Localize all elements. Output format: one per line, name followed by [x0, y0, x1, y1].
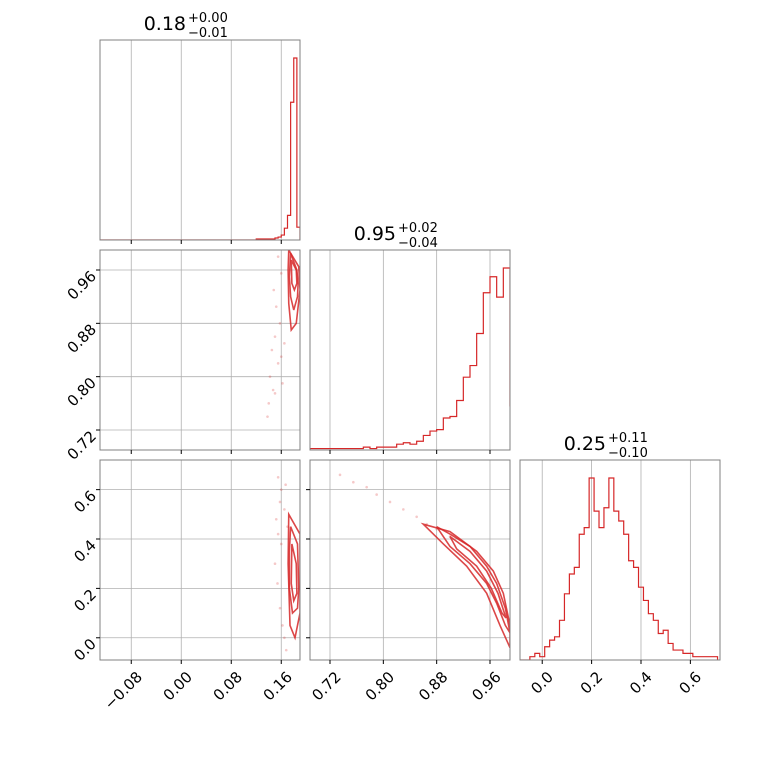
x-tick-label: 0.2	[577, 668, 607, 698]
y-tick-label: 0.6	[70, 487, 100, 517]
panel-diag-1: 0.95 +0.02−0.04	[309, 221, 511, 454]
y-tick-label: 0.4	[70, 536, 100, 566]
y-tick-label: 0.72	[64, 427, 100, 463]
contour-line	[436, 525, 510, 634]
scatter-point	[375, 493, 378, 496]
scatter-point	[283, 342, 286, 345]
panel-title-value: 0.18	[144, 13, 186, 35]
plot-area	[100, 57, 300, 240]
panel-title-plus: +0.00	[188, 11, 228, 26]
y-tick-label: 0.88	[64, 321, 100, 357]
panel-frame	[519, 459, 721, 661]
scatter-point	[279, 542, 283, 546]
panel-title-value: 0.25	[564, 433, 606, 455]
panel-q-2-0: −0.08 0.00 0.08 0.16 0.0 0.2 0.4 0.6	[70, 459, 301, 713]
x-tick-label: 0.88	[415, 668, 451, 704]
scatter-point	[278, 322, 282, 325]
scatter-point	[415, 515, 418, 519]
scatter-point	[352, 480, 355, 484]
scatter-point	[276, 362, 280, 365]
scatter-point	[279, 488, 283, 491]
scatter-point	[276, 255, 280, 258]
x-tick-label: 0.72	[308, 668, 344, 704]
scatter-point	[281, 624, 284, 627]
scatter-point	[268, 375, 272, 378]
x-tick-label: 0.80	[362, 668, 398, 704]
scatter-point	[283, 636, 286, 640]
scatter-point	[266, 415, 269, 418]
scatter-point	[267, 402, 271, 405]
x-tick-label: 0.4	[626, 668, 656, 698]
contour-line	[287, 511, 300, 641]
panel-diag-0: 0.18 +0.00−0.01	[99, 11, 301, 244]
plot-area	[338, 473, 510, 648]
contour-line	[449, 535, 507, 619]
histogram-line	[310, 267, 510, 450]
scatter-point	[271, 388, 275, 392]
panel-frame	[309, 249, 511, 451]
scatter-point	[365, 485, 368, 489]
scatter-point	[279, 272, 283, 275]
x-tick-label: 0.16	[260, 668, 296, 704]
contour-line	[420, 522, 510, 648]
panel-title-plus: +0.02	[398, 221, 438, 236]
scatter-point	[338, 473, 342, 477]
scatter-point	[388, 500, 392, 504]
scatter-point	[274, 305, 278, 308]
scatter-point	[281, 382, 284, 385]
x-tick-label: 0.08	[210, 668, 246, 704]
scatter-point	[273, 392, 277, 395]
panel-title-minus: −0.01	[188, 26, 228, 41]
scatter-point	[276, 582, 279, 585]
scatter-point	[273, 335, 277, 338]
x-tick-label: 0.00	[160, 668, 196, 704]
scatter-point	[283, 508, 286, 511]
contour-line	[288, 526, 300, 615]
scatter-point	[276, 475, 280, 479]
x-tick-label: −0.08	[101, 668, 146, 713]
panel-title-plus: +0.11	[608, 431, 648, 446]
x-tick-label: 0.0	[527, 668, 557, 698]
panel-frame	[99, 459, 301, 661]
scatter-point	[284, 483, 287, 486]
scatter-point	[270, 348, 274, 352]
panel-diag-2: 0.25 +0.11−0.10 0.0 0.2 0.4 0.6	[519, 431, 721, 698]
histogram-line	[529, 477, 719, 660]
y-tick-label: 0.2	[70, 586, 100, 616]
panel-frame	[99, 39, 301, 241]
scatter-point	[272, 288, 276, 292]
plot-area	[273, 475, 300, 652]
y-tick-label: 0.80	[64, 374, 100, 410]
scatter-point	[402, 508, 405, 511]
plot-area	[266, 250, 300, 418]
scatter-point	[278, 606, 282, 610]
scatter-point	[273, 562, 277, 566]
plot-area	[310, 267, 510, 450]
contour-line	[290, 259, 298, 293]
y-tick-label: 0.96	[64, 267, 100, 303]
scatter-point	[278, 500, 282, 504]
contour-line	[287, 250, 300, 333]
panel-title-minus: −0.10	[608, 446, 648, 461]
histogram-line	[255, 57, 300, 240]
panel-frame	[99, 249, 301, 451]
panel-q-1-0: 0.72 0.80 0.88 0.96	[64, 249, 301, 464]
scatter-point	[284, 648, 288, 652]
x-tick-label: 0.6	[676, 668, 706, 698]
scatter-point	[279, 355, 283, 358]
y-tick-label: 0.0	[70, 635, 100, 665]
panel-title-minus: −0.04	[398, 236, 438, 251]
x-tick-label: 0.96	[468, 668, 504, 704]
contour-line	[290, 543, 298, 604]
scatter-point	[274, 517, 278, 521]
scatter-point	[276, 532, 280, 536]
panel-q-2-1: 0.72 0.80 0.88 0.96	[306, 459, 511, 704]
panel-frame	[309, 459, 511, 661]
panel-title-value: 0.95	[354, 223, 396, 245]
plot-area	[520, 477, 719, 660]
